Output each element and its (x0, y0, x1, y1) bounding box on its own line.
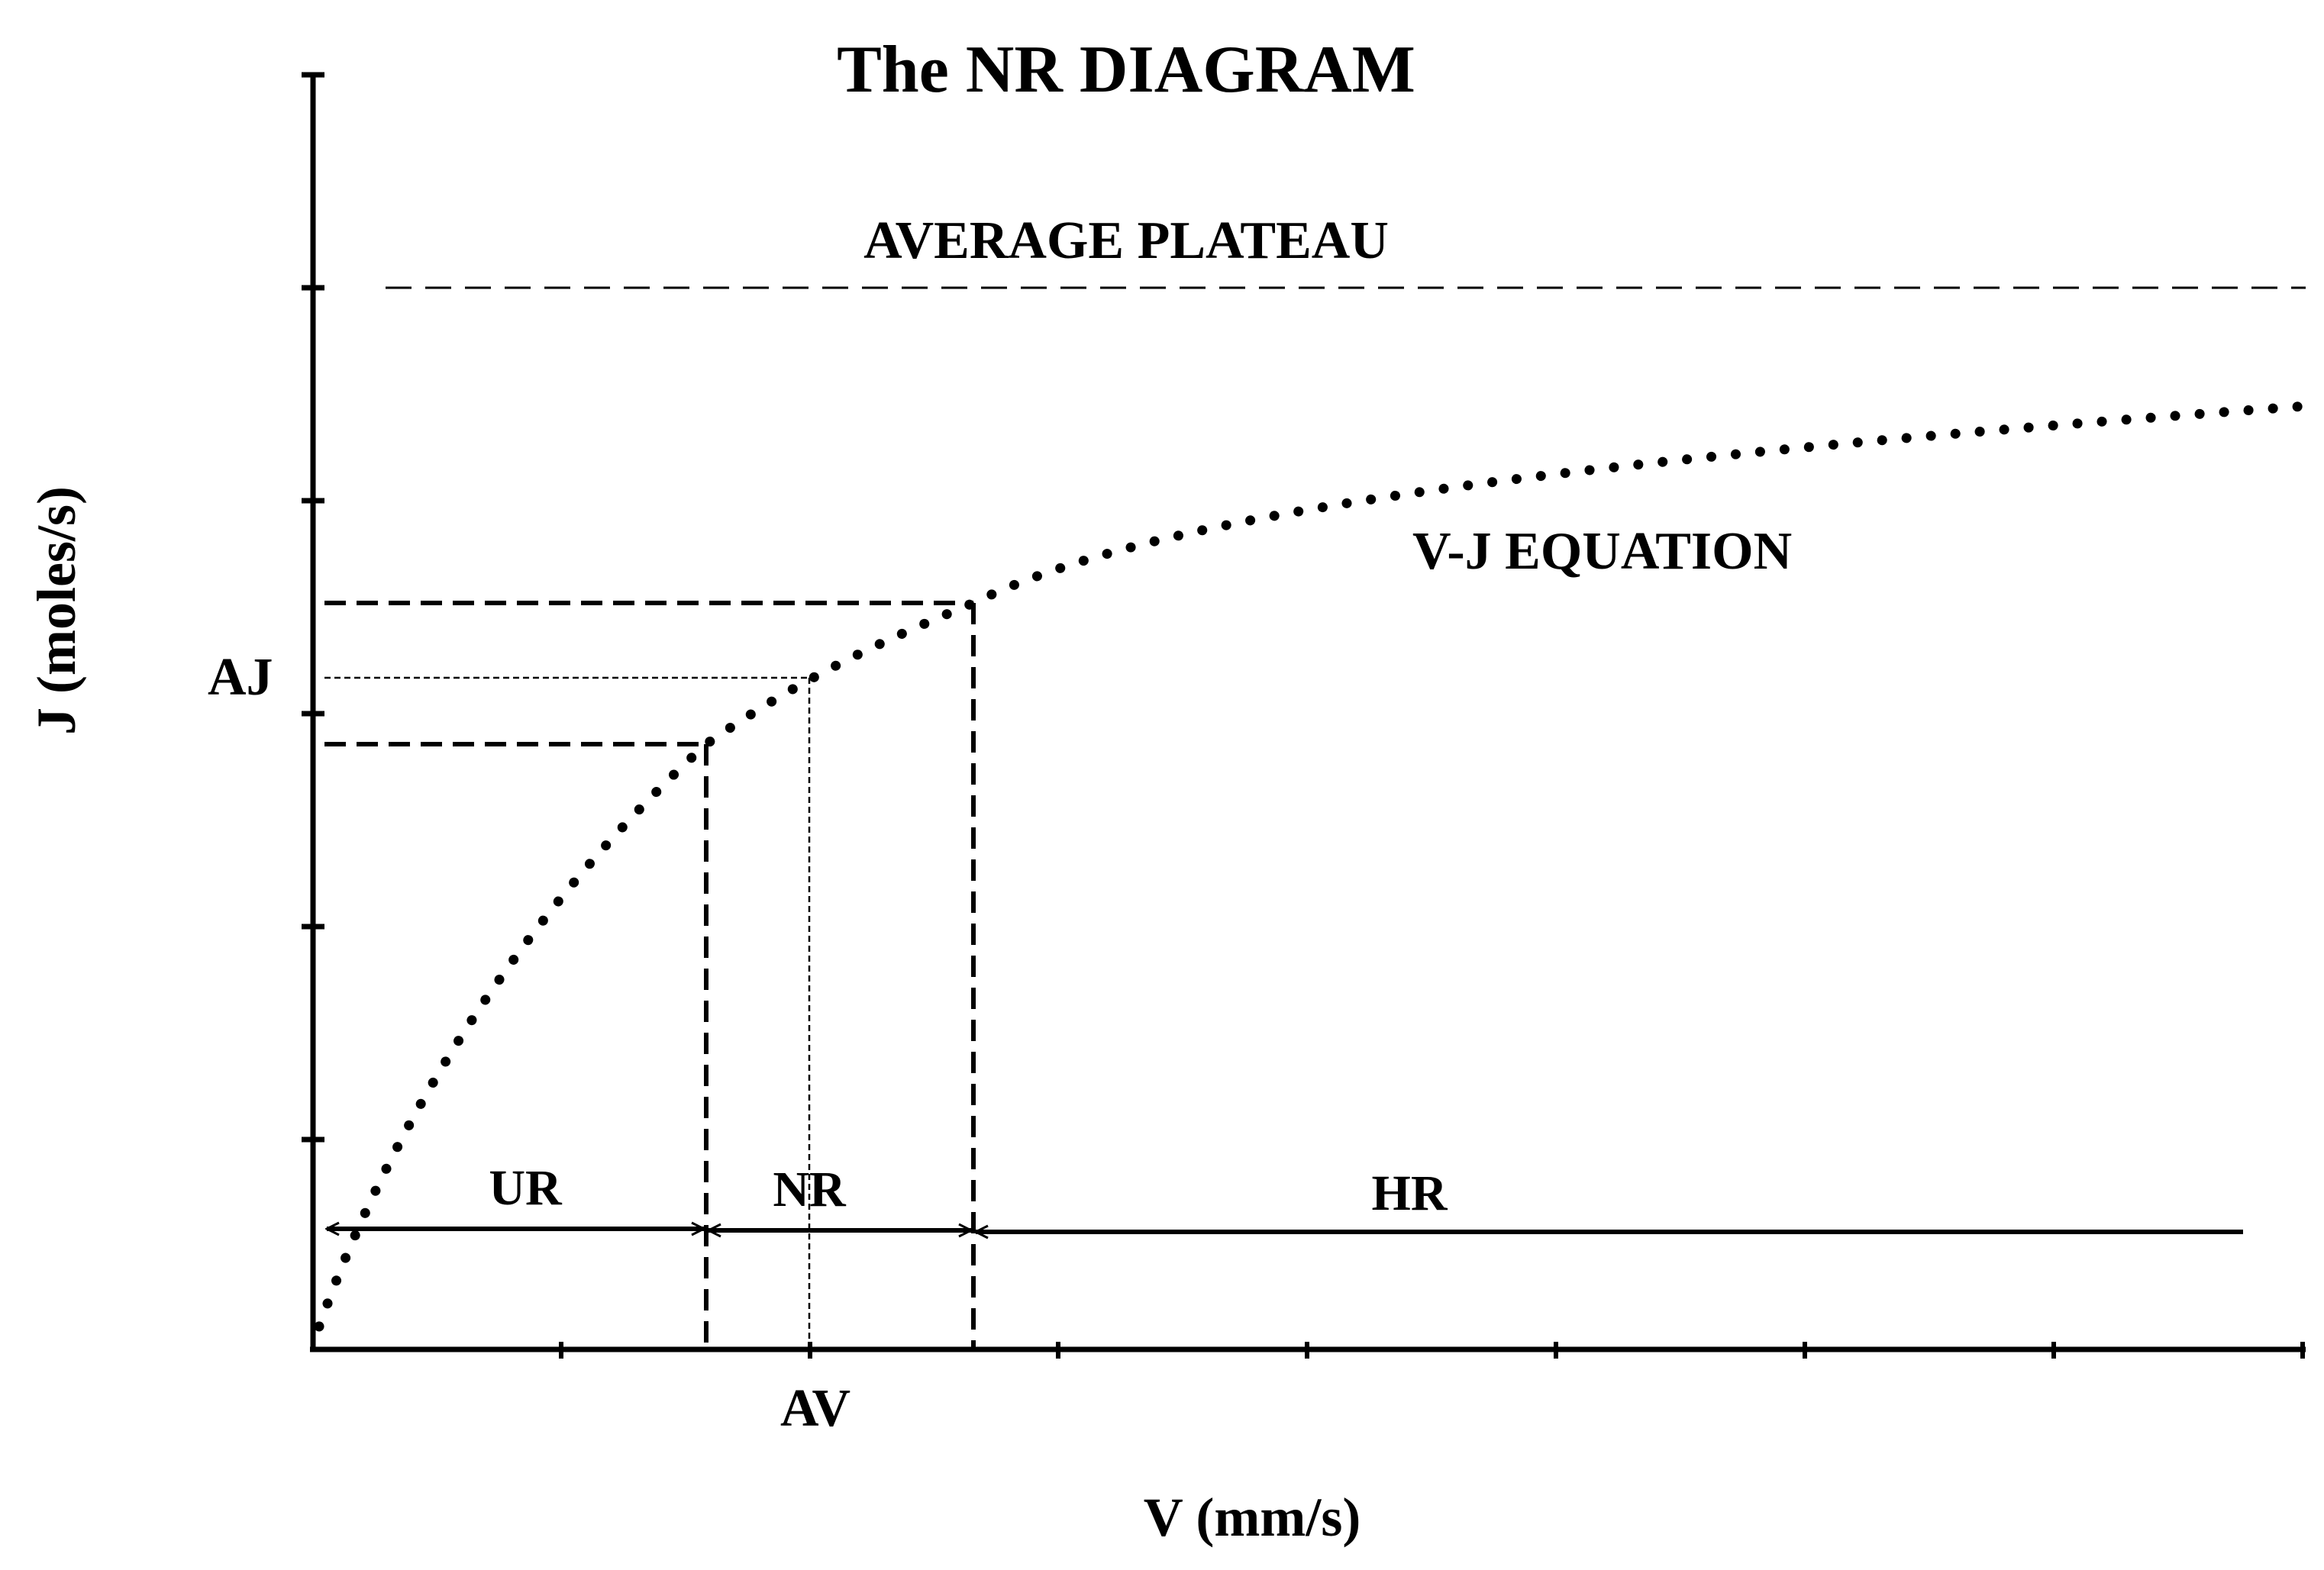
y-axis-label: J (moles/s) (26, 486, 87, 735)
axes (302, 72, 2306, 1359)
x-axis-ticks (559, 1342, 2305, 1359)
y-axis-ticks (302, 72, 324, 1143)
diagram-title: The NR DIAGRAM (837, 33, 1415, 107)
vj-curve (314, 401, 2311, 1332)
x-axis-label: V (mm/s) (1144, 1487, 1361, 1548)
ur-label: UR (489, 1160, 563, 1216)
curve-label: V-J EQUATION (1412, 522, 1792, 581)
nr-label: NR (773, 1162, 847, 1217)
plateau-label: AVERAGE PLATEAU (863, 211, 1389, 270)
hr-label: HR (1372, 1165, 1448, 1221)
av-label: AV (780, 1379, 851, 1438)
aj-label: AJ (208, 648, 273, 707)
